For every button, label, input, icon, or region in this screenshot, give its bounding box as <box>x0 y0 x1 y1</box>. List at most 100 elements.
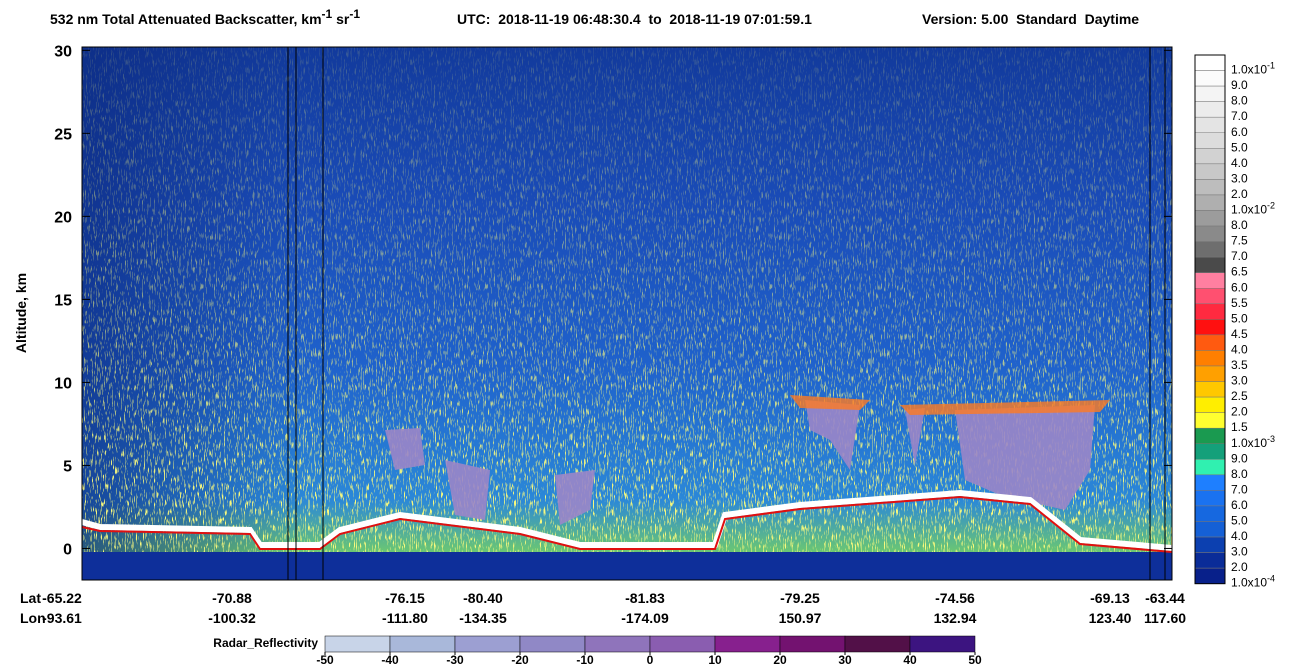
colorbar-swatch <box>1194 474 1226 491</box>
y-axis-label: Altitude, km <box>13 273 29 353</box>
colorbar-swatch <box>1194 225 1226 242</box>
colorbar-label: 5.0 <box>1231 140 1248 154</box>
colorbar-label: 6.5 <box>1231 265 1248 279</box>
y-tick-label: 5 <box>63 458 72 475</box>
lat-label: -76.15 <box>385 590 425 606</box>
colorbar-swatch <box>1194 179 1226 196</box>
colorbar-swatch <box>1194 210 1226 227</box>
colorbar-label-text: 5.5 <box>1231 296 1248 310</box>
lat-label: -80.40 <box>463 590 503 606</box>
radar-tick-label: 20 <box>773 653 787 667</box>
colorbar-label-text: 6.5 <box>1231 265 1248 279</box>
colorbar-label-text: 9.0 <box>1231 78 1248 92</box>
colorbar-label: 5.0 <box>1231 311 1248 325</box>
colorbar-swatch <box>1194 365 1226 382</box>
lat-label: -79.25 <box>780 590 820 606</box>
colorbar-label-text: 5.0 <box>1231 514 1248 528</box>
colorbar-label: 4.0 <box>1231 529 1248 543</box>
colorbar-label-text: 3.0 <box>1231 545 1248 559</box>
lon-label: Lon <box>20 610 46 626</box>
radar-tick-label: -30 <box>446 653 464 667</box>
colorbar-swatch <box>1194 256 1226 273</box>
colorbar-label: 6.0 <box>1231 498 1248 512</box>
title-sup: -1 <box>349 7 360 21</box>
colorbar-swatch <box>1194 412 1226 429</box>
colorbar-label: 3.0 <box>1231 171 1248 185</box>
colorbar-label: 7.0 <box>1231 109 1248 123</box>
lon-label: -134.35 <box>459 610 507 626</box>
colorbar-swatch <box>1194 427 1226 445</box>
colorbar-label-text: 9.0 <box>1231 451 1248 465</box>
colorbar-swatch <box>1194 54 1226 71</box>
y-tick-label: 25 <box>54 126 72 143</box>
radar-swatch <box>714 635 781 653</box>
colorbar-label: 7.0 <box>1231 482 1248 496</box>
colorbar-label: 1.0x10-3 <box>1231 434 1275 450</box>
colorbar-swatch <box>1194 350 1226 367</box>
colorbar-label: 1.0x10-2 <box>1231 201 1275 217</box>
radar-label: Radar_Reflectivity <box>213 636 318 650</box>
lat-label: -63.44 <box>1145 590 1185 606</box>
colorbar-label: 3.0 <box>1231 545 1248 559</box>
colorbar-label-text: 7.5 <box>1231 234 1248 248</box>
colorbar-label: 3.5 <box>1231 358 1248 372</box>
radar-swatch <box>454 635 521 653</box>
radar-tick-label: 0 <box>647 653 654 667</box>
colorbar-swatch <box>1194 334 1226 351</box>
colorbar-label: 8.0 <box>1231 218 1248 232</box>
colorbar-label-sup: -2 <box>1267 201 1275 211</box>
colorbar-label-text: 1.0x10 <box>1231 576 1267 590</box>
lat-label: -74.56 <box>935 590 975 606</box>
colorbar-label: 6.0 <box>1231 280 1248 294</box>
y-tick-label: 20 <box>54 209 72 226</box>
colorbar-swatch <box>1194 381 1226 398</box>
colorbar-swatch <box>1194 505 1226 522</box>
colorbar-label: 6.0 <box>1231 125 1248 139</box>
colorbar-label-text: 2.0 <box>1231 560 1248 574</box>
lon-label: 150.97 <box>779 610 822 626</box>
colorbar-label-text: 2.0 <box>1231 187 1248 201</box>
colorbar-swatch <box>1194 552 1226 569</box>
colorbar-label: 2.0 <box>1231 560 1248 574</box>
colorbar-label: 2.5 <box>1231 389 1248 403</box>
lat-label: -65.22 <box>42 590 82 606</box>
colorbar-swatch <box>1194 85 1226 102</box>
radar-tick-label: -50 <box>316 653 334 667</box>
colorbar-swatch <box>1194 536 1226 553</box>
colorbar-label: 5.5 <box>1231 296 1248 310</box>
radar-swatch <box>909 635 976 653</box>
title-utc: UTC: 2018-11-19 06:48:30.4 to 2018-11-19… <box>457 11 812 27</box>
radar-tick-label: 40 <box>903 653 917 667</box>
colorbar-label: 5.0 <box>1231 514 1248 528</box>
radar-tick-label: -10 <box>576 653 594 667</box>
colorbar-swatch <box>1194 396 1226 413</box>
colorbar-label: 2.0 <box>1231 187 1248 201</box>
colorbar-swatch <box>1194 194 1226 211</box>
colorbar-label-text: 4.0 <box>1231 529 1248 543</box>
colorbar-label-sup: -4 <box>1267 574 1275 584</box>
radar-swatch <box>324 635 391 653</box>
colorbar-label-text: 1.0x10 <box>1231 63 1267 77</box>
radar-tick-label: 10 <box>708 653 722 667</box>
colorbar-label: 4.0 <box>1231 156 1248 170</box>
radar-tick-label: -20 <box>511 653 529 667</box>
colorbar-label-text: 7.0 <box>1231 249 1248 263</box>
colorbar-label-text: 8.0 <box>1231 467 1248 481</box>
colorbar-swatch <box>1194 288 1226 305</box>
colorbar-label: 3.0 <box>1231 374 1248 388</box>
y-tick-label: 15 <box>54 292 72 309</box>
colorbar-swatch <box>1194 459 1226 476</box>
lon-label: -100.32 <box>208 610 256 626</box>
lon-label: 123.40 <box>1089 610 1132 626</box>
colorbar-swatch <box>1194 101 1226 118</box>
colorbar-swatch <box>1194 521 1226 538</box>
colorbar-label: 1.0x10-4 <box>1231 574 1275 590</box>
colorbar-label-text: 1.0x10 <box>1231 203 1267 217</box>
colorbar-label-text: 4.5 <box>1231 327 1248 341</box>
colorbar-label-sup: -1 <box>1267 61 1275 71</box>
colorbar-label: 1.5 <box>1231 420 1248 434</box>
colorbar-label-text: 3.0 <box>1231 374 1248 388</box>
lon-label: -174.09 <box>621 610 669 626</box>
radar-swatch <box>584 635 651 653</box>
colorbar-label: 9.0 <box>1231 451 1248 465</box>
